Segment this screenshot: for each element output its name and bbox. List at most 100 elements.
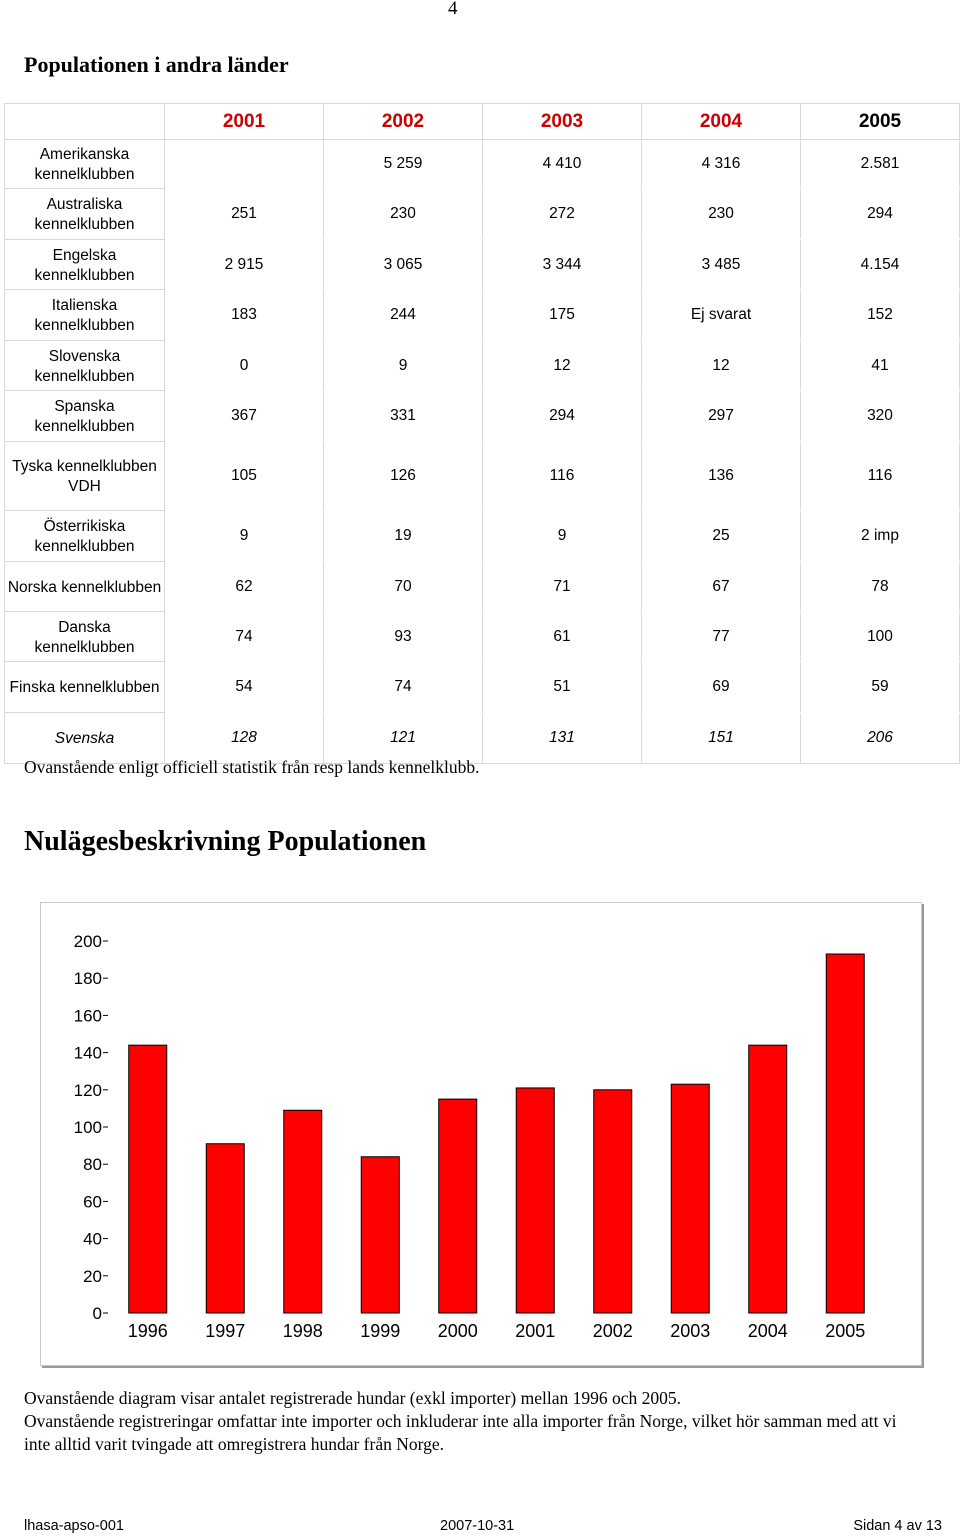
row-label: Amerikanska kennelklubben xyxy=(4,139,165,189)
table-cell: 4 410 xyxy=(482,139,642,189)
table-row: Engelska kennelklubben 2 915 3 065 3 344 3 4… xyxy=(4,239,960,290)
table-cell: 2.581 xyxy=(800,139,960,189)
table-cell: 70 xyxy=(323,561,483,612)
table-row: Slovenska kennelklubben 0 9 12 12 41 xyxy=(4,340,960,391)
chart-description-line-1: Ovanstående diagram visar antalet regist… xyxy=(24,1388,681,1408)
row-label: Österrikiska kennelklubben xyxy=(4,510,165,562)
table-cell: 62 xyxy=(164,561,324,612)
y-tick-label: 200 xyxy=(74,932,102,951)
y-tick-label: 80 xyxy=(83,1155,102,1174)
row-label: Italienska kennelklubben xyxy=(4,289,165,341)
table-cell: 244 xyxy=(323,289,483,341)
table-header-empty xyxy=(4,103,165,140)
bar-2001 xyxy=(515,1087,555,1314)
table-cell: 294 xyxy=(800,188,960,240)
y-tick-label: 140 xyxy=(74,1044,102,1063)
table-header-year: 2003 xyxy=(482,103,642,140)
row-label: Slovenska kennelklubben xyxy=(4,340,165,391)
table-cell: 9 xyxy=(482,510,642,562)
table-row: Svenska 128 121 131 151 206 xyxy=(4,712,960,764)
chart-description-line-2: Ovanstående registreringar omfattar inte… xyxy=(24,1411,897,1454)
table-source-note: Ovanstående enligt officiell statistik f… xyxy=(24,757,480,777)
x-tick-label: 2000 xyxy=(438,1321,478,1341)
table-cell: 12 xyxy=(482,340,642,391)
bar-2005 xyxy=(825,953,865,1314)
table-cell: 9 xyxy=(164,510,324,562)
y-tick-label: 180 xyxy=(74,969,102,988)
table-cell: 71 xyxy=(482,561,642,612)
table-cell: 77 xyxy=(641,611,801,662)
table-row: Spanska kennelklubben 367 331 294 297 320 xyxy=(4,390,960,442)
table-cell: 2 915 xyxy=(164,239,324,290)
row-label: Australiska kennelklubben xyxy=(4,188,165,240)
y-tick-label: 40 xyxy=(83,1230,102,1249)
row-label: Finska kennelklubben xyxy=(4,661,165,713)
chart-description: Ovanstående diagram visar antalet regist… xyxy=(24,1387,924,1456)
table-cell: 5 259 xyxy=(323,139,483,189)
table-row: Italienska kennelklubben 183 244 175 Ej svar… xyxy=(4,289,960,341)
table-cell: 12 xyxy=(641,340,801,391)
y-tick-label: 160 xyxy=(74,1006,102,1025)
table-cell: 54 xyxy=(164,661,324,713)
x-tick-label: 2004 xyxy=(748,1321,788,1341)
x-tick-label: 2001 xyxy=(515,1321,555,1341)
bar-2002 xyxy=(593,1089,633,1314)
row-label: Norska kennelklubben xyxy=(4,561,165,612)
table-row: Österrikiska kennelklubben 9 19 9 25 2 imp xyxy=(4,510,960,562)
table-header-year: 2002 xyxy=(323,103,483,140)
table-cell: 105 xyxy=(164,441,324,511)
table-row: Tyska kennelklubben VDH 105 126 116 136 116 xyxy=(4,441,960,511)
bar-1999 xyxy=(360,1156,400,1314)
table-cell xyxy=(164,139,324,189)
population-table: 2001 2002 2003 2004 2005 Amerikanska ken… xyxy=(4,103,960,764)
table-cell: 78 xyxy=(800,561,960,612)
table-cell: 152 xyxy=(800,289,960,341)
bar-2003 xyxy=(670,1083,710,1314)
table-cell: 69 xyxy=(641,661,801,713)
table-row: Australiska kennelklubben 251 230 272 230 294 xyxy=(4,188,960,240)
bar-2004 xyxy=(748,1044,788,1314)
table-cell: Ej svarat xyxy=(641,289,801,341)
table-cell: 131 xyxy=(482,712,642,764)
y-tick-label: 60 xyxy=(83,1192,102,1211)
table-row: Danska kennelklubben 74 93 61 77 100 xyxy=(4,611,960,662)
table-cell: 183 xyxy=(164,289,324,341)
table-row: Amerikanska kennelklubben 5 259 4 410 4 316… xyxy=(4,139,960,189)
table-cell: 2 imp xyxy=(800,510,960,562)
table-cell: 9 xyxy=(323,340,483,391)
row-label: Spanska kennelklubben xyxy=(4,390,165,442)
table-cell: 320 xyxy=(800,390,960,442)
x-tick-label: 1996 xyxy=(128,1321,168,1341)
bar-2000 xyxy=(438,1098,478,1314)
table-cell: 206 xyxy=(800,712,960,764)
x-tick-label: 1997 xyxy=(205,1321,245,1341)
table-cell: 3 485 xyxy=(641,239,801,290)
x-tick-label: 2005 xyxy=(825,1321,865,1341)
table-cell: 3 344 xyxy=(482,239,642,290)
table-cell: 297 xyxy=(641,390,801,442)
table-cell: 41 xyxy=(800,340,960,391)
chart-svg: 0 20 40 60 80 100 120 140 160 180 200 1996 1997 1998 1… xyxy=(74,932,866,1341)
table-cell: 175 xyxy=(482,289,642,341)
table-cell: 136 xyxy=(641,441,801,511)
table-cell: 294 xyxy=(482,390,642,442)
table-cell: 51 xyxy=(482,661,642,713)
table-header-row: 2001 2002 2003 2004 2005 xyxy=(4,103,960,140)
page-number: 4 xyxy=(448,0,458,19)
table-cell: 74 xyxy=(164,611,324,662)
table-cell: 151 xyxy=(641,712,801,764)
section-title-current-population: Nulägesbeskrivning Populationen xyxy=(24,826,427,857)
table-cell: 331 xyxy=(323,390,483,442)
row-label: Danska kennelklubben xyxy=(4,611,165,662)
table-cell: 230 xyxy=(641,188,801,240)
footer-document-id: lhasa-apso-001 xyxy=(24,1518,124,1534)
table-cell: 230 xyxy=(323,188,483,240)
table-cell: 74 xyxy=(323,661,483,713)
row-label: Tyska kennelklubben VDH xyxy=(4,441,165,511)
table-cell: 59 xyxy=(800,661,960,713)
x-tick-label: 1998 xyxy=(283,1321,323,1341)
table-cell: 367 xyxy=(164,390,324,442)
table-cell: 126 xyxy=(323,441,483,511)
registrations-bar-chart: 0 20 40 60 80 100 120 140 160 180 200 1996 1997 1998 1… xyxy=(40,902,922,1366)
x-tick-label: 2003 xyxy=(670,1321,710,1341)
